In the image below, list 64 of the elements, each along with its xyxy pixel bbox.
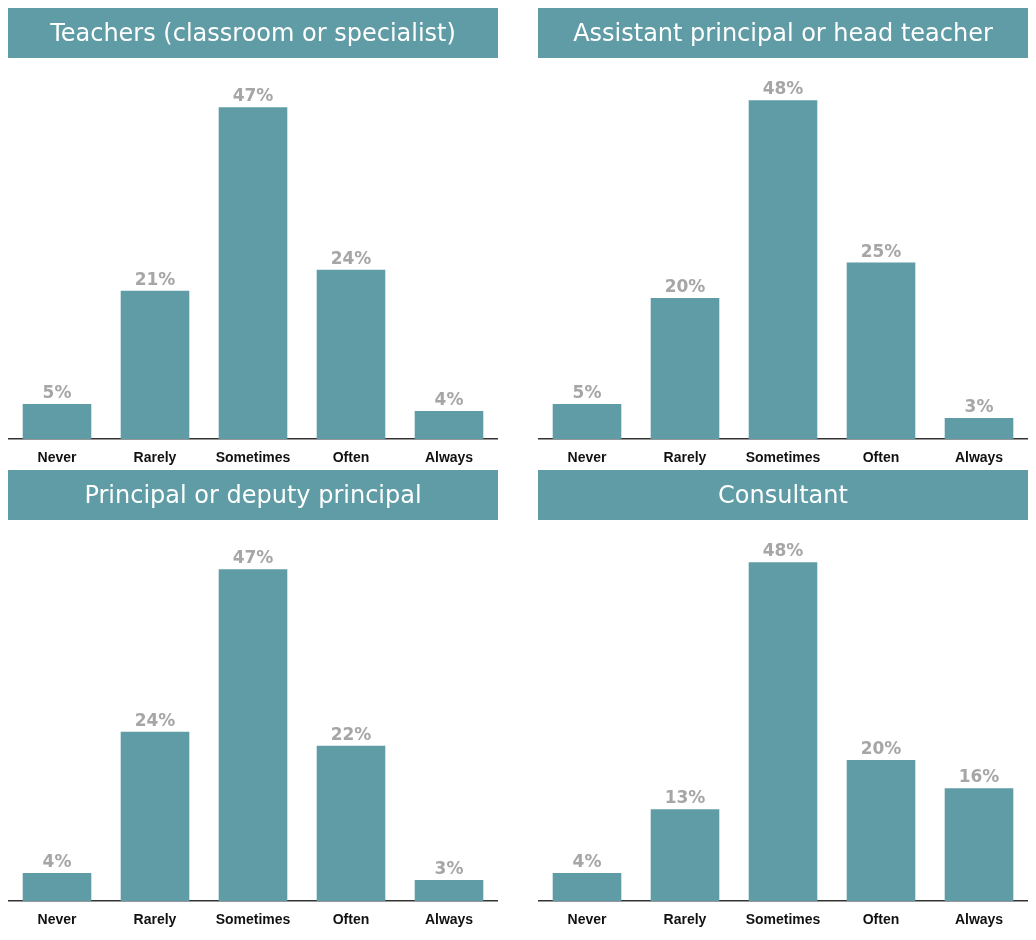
x-tick-label: Never xyxy=(37,449,78,466)
data-label: 22% xyxy=(330,723,372,744)
data-label: 21% xyxy=(134,268,176,289)
x-tick-label: Often xyxy=(332,911,370,928)
data-label: 3% xyxy=(964,395,994,416)
bar xyxy=(414,880,484,902)
chart-title: Consultant xyxy=(538,470,1028,520)
data-label: 5% xyxy=(42,381,72,402)
data-label: 20% xyxy=(664,275,706,296)
x-tick-label: Often xyxy=(332,449,370,466)
x-tick-label: Sometimes xyxy=(745,449,821,466)
data-label: 4% xyxy=(572,850,602,871)
x-tick-label: Rarely xyxy=(663,449,707,466)
data-label: 48% xyxy=(762,540,804,561)
x-tick-label: Rarely xyxy=(663,911,707,928)
bar xyxy=(316,745,386,902)
chart-title: Assistant principal or head teacher xyxy=(538,8,1028,58)
x-tick-label: Sometimes xyxy=(215,449,291,466)
chart-title: Teachers (classroom or specialist) xyxy=(8,8,498,58)
bar xyxy=(650,809,720,902)
data-label: 16% xyxy=(958,766,1000,787)
x-tick-label: Often xyxy=(862,449,900,466)
bar xyxy=(218,107,288,440)
bar xyxy=(22,403,92,440)
x-tick-label: Always xyxy=(424,449,474,466)
bar xyxy=(944,788,1014,902)
bar xyxy=(748,100,818,440)
bar xyxy=(414,410,484,440)
data-label: 48% xyxy=(762,78,804,99)
x-tick-label: Never xyxy=(567,911,608,928)
data-label: 47% xyxy=(232,547,274,568)
data-label: 24% xyxy=(134,709,176,730)
x-tick-label: Always xyxy=(954,449,1004,466)
bar xyxy=(22,872,92,902)
bar xyxy=(120,731,190,902)
data-label: 3% xyxy=(434,857,464,878)
x-tick-label: Never xyxy=(567,449,608,466)
x-tick-label: Sometimes xyxy=(215,911,291,928)
bar xyxy=(120,290,190,440)
x-tick-label: Sometimes xyxy=(745,911,821,928)
data-label: 20% xyxy=(860,737,902,758)
bar xyxy=(316,269,386,440)
data-label: 4% xyxy=(42,850,72,871)
bar xyxy=(944,418,1014,440)
data-label: 25% xyxy=(860,240,902,261)
bar xyxy=(748,562,818,902)
chart-title: Principal or deputy principal xyxy=(8,470,498,520)
x-tick-label: Rarely xyxy=(133,449,177,466)
bar xyxy=(846,262,916,440)
data-label: 5% xyxy=(572,381,602,402)
x-tick-label: Never xyxy=(37,911,78,928)
bar xyxy=(218,569,288,902)
data-label: 24% xyxy=(330,247,372,268)
bar xyxy=(650,297,720,440)
bar xyxy=(552,403,622,440)
data-label: 13% xyxy=(664,787,706,808)
data-label: 4% xyxy=(434,388,464,409)
data-label: 47% xyxy=(232,85,274,106)
bar xyxy=(552,872,622,902)
x-tick-label: Always xyxy=(424,911,474,928)
x-tick-label: Always xyxy=(954,911,1004,928)
bar xyxy=(846,759,916,902)
x-tick-label: Often xyxy=(862,911,900,928)
x-tick-label: Rarely xyxy=(133,911,177,928)
